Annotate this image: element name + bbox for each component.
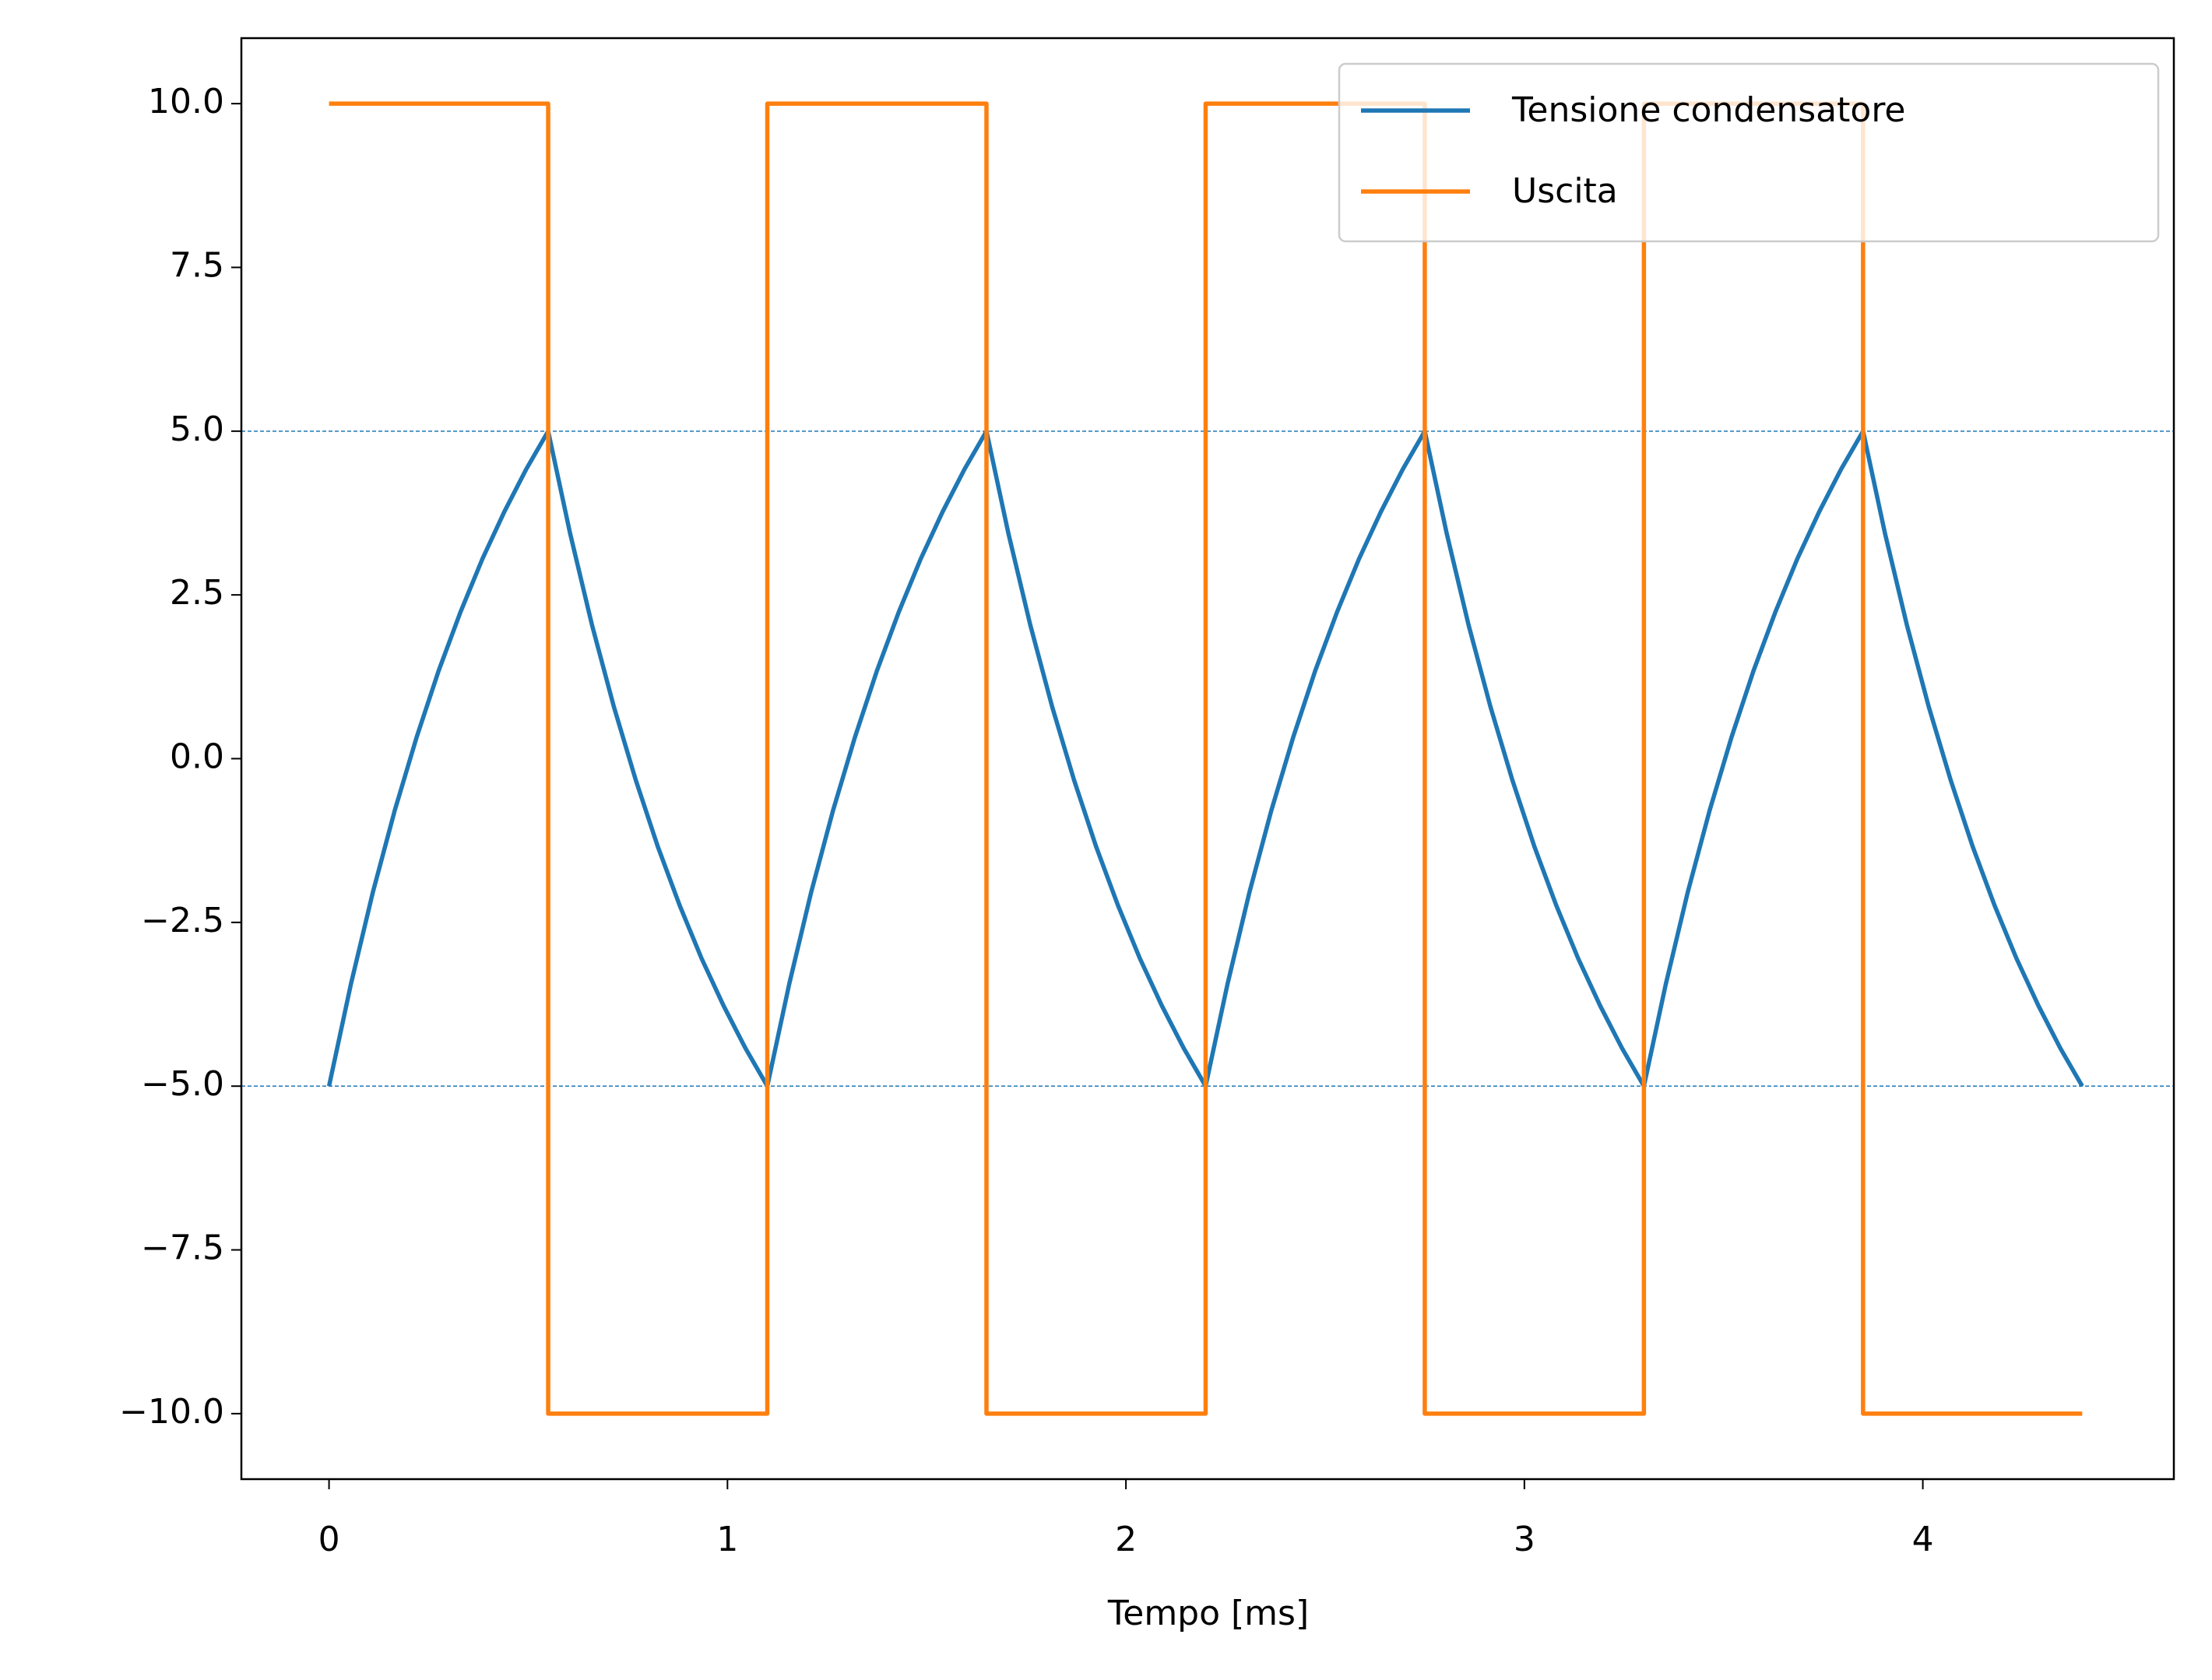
- y-tick-label: 5.0: [170, 409, 224, 449]
- y-tick-label: −7.5: [141, 1228, 224, 1268]
- x-tick-label: 3: [1514, 1520, 1535, 1559]
- x-tick-label: 2: [1115, 1520, 1137, 1559]
- y-tick-label: −5.0: [141, 1064, 224, 1104]
- y-tick-label: 10.0: [148, 82, 224, 121]
- y-tick-label: 2.5: [170, 573, 224, 613]
- plot-frame: [240, 37, 2175, 1481]
- y-tick-label: −10.0: [119, 1392, 224, 1432]
- x-tick-label: 0: [318, 1520, 340, 1559]
- x-tick-label: 1: [716, 1520, 738, 1559]
- y-tick-label: 7.5: [170, 245, 224, 285]
- legend-label: Tensione condensatore: [1511, 90, 1906, 130]
- x-tick-label: 4: [1912, 1520, 1934, 1559]
- y-tick-label: 0.0: [170, 737, 224, 777]
- x-axis-label: Tempo [ms]: [1107, 1594, 1309, 1633]
- legend-label: Uscita: [1512, 171, 1618, 211]
- y-tick-label: −2.5: [141, 901, 224, 940]
- legend-box: [1338, 62, 2160, 243]
